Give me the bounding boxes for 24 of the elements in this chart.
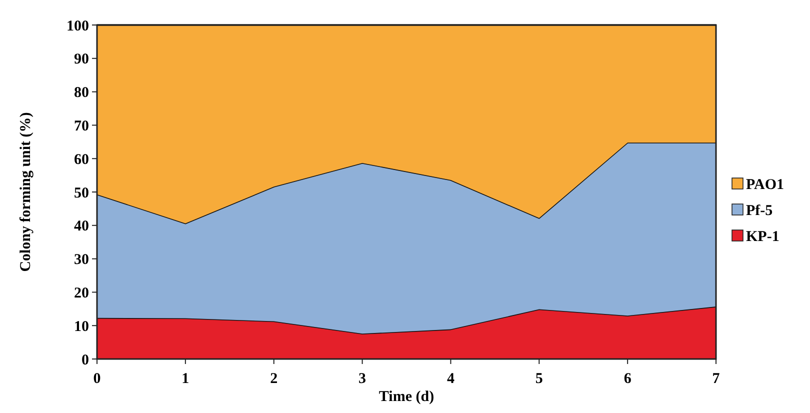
legend-label: Pf-5	[746, 203, 773, 219]
x-tick-label: 3	[358, 371, 366, 387]
x-tick-label: 1	[182, 371, 190, 387]
x-tick-label: 7	[712, 371, 720, 387]
y-tick-label: 10	[74, 318, 89, 335]
y-tick-label: 80	[74, 85, 89, 102]
y-tick-label: 90	[74, 52, 89, 68]
text: PAO1	[746, 177, 784, 193]
x-tick-label: 4	[446, 371, 455, 387]
x-tick-label: 2	[270, 371, 278, 387]
y-tick-label: 20	[74, 285, 89, 302]
y-tick-label: 40	[74, 218, 89, 235]
x-tick-label: 5	[535, 371, 543, 387]
y-axis-title: Colony forming unit (%)	[18, 112, 34, 272]
y-tick-label: 100	[66, 18, 89, 34]
x-tick-label: 0	[93, 371, 101, 387]
x-axis-title: Time (d)	[378, 389, 434, 405]
y-tick-label: 70	[74, 118, 89, 134]
y-tick-label: 60	[74, 152, 89, 168]
y-tick-label: 0	[82, 352, 89, 368]
y-tick-label: 50	[74, 185, 89, 202]
y-tick-label: 30	[74, 252, 89, 268]
x-tick-label: 6	[624, 371, 632, 387]
legend-label: KP-1	[746, 229, 780, 245]
